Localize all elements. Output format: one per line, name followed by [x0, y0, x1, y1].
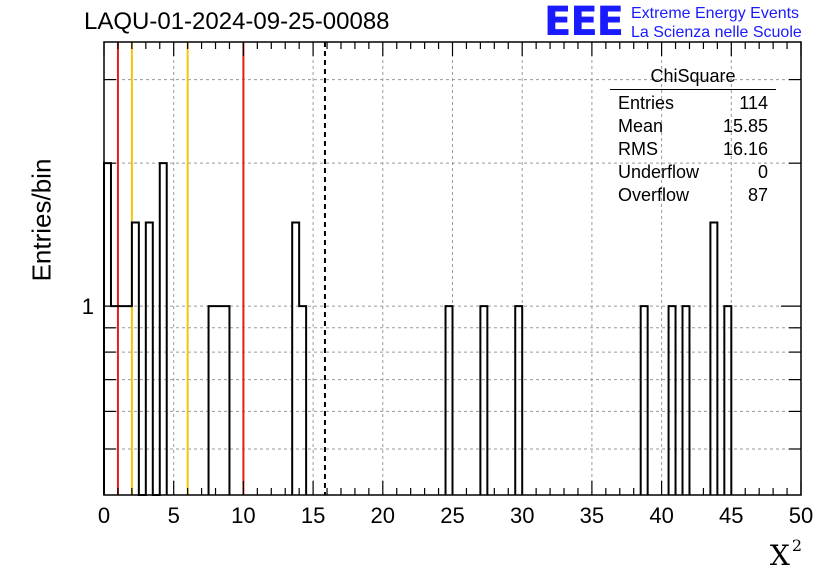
x-tick-label: 50 [789, 503, 813, 528]
x-tick-label: 15 [301, 503, 325, 528]
histogram-bin [480, 306, 487, 495]
stats-label: Underflow [618, 162, 700, 182]
histogram-bin [446, 306, 453, 495]
stats-row-rms: RMS 16.16 [610, 138, 776, 161]
stats-label: RMS [618, 139, 658, 159]
eee-logo-mark: EEE [544, 0, 624, 45]
x-tick-label: 10 [231, 503, 255, 528]
logo-line-2: La Scienza nelle Scuole [630, 24, 802, 41]
eee-logo-text: Extreme Energy Events La Scienza nelle S… [631, 4, 802, 42]
histogram-bin [118, 306, 125, 495]
histogram-bin [146, 222, 153, 495]
histogram-bin [132, 222, 139, 495]
histogram-outline [103, 162, 733, 496]
histogram-bin [515, 306, 522, 495]
x-tick-label: 35 [580, 503, 604, 528]
stats-label: Mean [618, 116, 664, 136]
stats-value: 15.85 [722, 116, 768, 136]
stats-box: ChiSquare Entries 114 Mean 15.85 RMS 16.… [610, 66, 776, 207]
stats-label: Overflow [618, 185, 690, 205]
stats-row-mean: Mean 15.85 [610, 115, 776, 138]
stats-value: 0 [757, 162, 768, 182]
reference-lines [116, 42, 326, 495]
x-tick-label: 0 [98, 503, 110, 528]
histogram-bin [292, 222, 299, 495]
histogram-bin [669, 306, 676, 495]
x-tick-label: 5 [168, 503, 180, 528]
chart-title: LAQU-01-2024-09-25-00088 [84, 8, 390, 35]
stats-label: Entries [618, 93, 675, 113]
logo-line-1: Extreme Energy Events [630, 5, 800, 22]
stats-title: ChiSquare [610, 66, 776, 90]
x-axis-label-text: X [769, 539, 790, 572]
stats-row-underflow: Underflow 0 [610, 161, 776, 184]
histogram-bin [125, 306, 132, 495]
x-tick-label: 40 [649, 503, 673, 528]
histogram-bin [104, 163, 111, 495]
histogram-bin [111, 306, 118, 495]
histogram-bin [209, 306, 216, 495]
x-tick-label: 25 [440, 503, 464, 528]
eee-logo: EEE Extreme Energy Events La Scienza nel… [544, 2, 802, 42]
stats-row-overflow: Overflow 87 [610, 184, 776, 207]
x-tick-label: 20 [371, 503, 395, 528]
histogram-bin [683, 306, 690, 495]
tick-labels: 0 5 10 15 20 25 30 35 40 45 50 1 [82, 294, 813, 528]
histogram-bin [724, 306, 731, 495]
y-axis-label: Entries/bin [26, 158, 57, 282]
histogram-bin [216, 306, 223, 495]
stats-value: 114 [739, 93, 768, 113]
axis-ticks [103, 42, 802, 495]
y-tick-label: 1 [82, 294, 94, 319]
histogram-series [103, 162, 733, 496]
histogram-bin [710, 222, 717, 495]
histogram-bin [160, 163, 167, 495]
histogram-bin [222, 306, 229, 495]
histogram-bin [299, 306, 306, 495]
stats-value: 16.16 [722, 139, 768, 159]
histogram-bin [641, 306, 648, 495]
stats-row-entries: Entries 114 [610, 92, 776, 115]
x-tick-label: 30 [510, 503, 534, 528]
x-tick-label: 45 [719, 503, 743, 528]
x-axis-label-exponent: 2 [791, 536, 802, 555]
stats-value: 87 [747, 185, 768, 205]
